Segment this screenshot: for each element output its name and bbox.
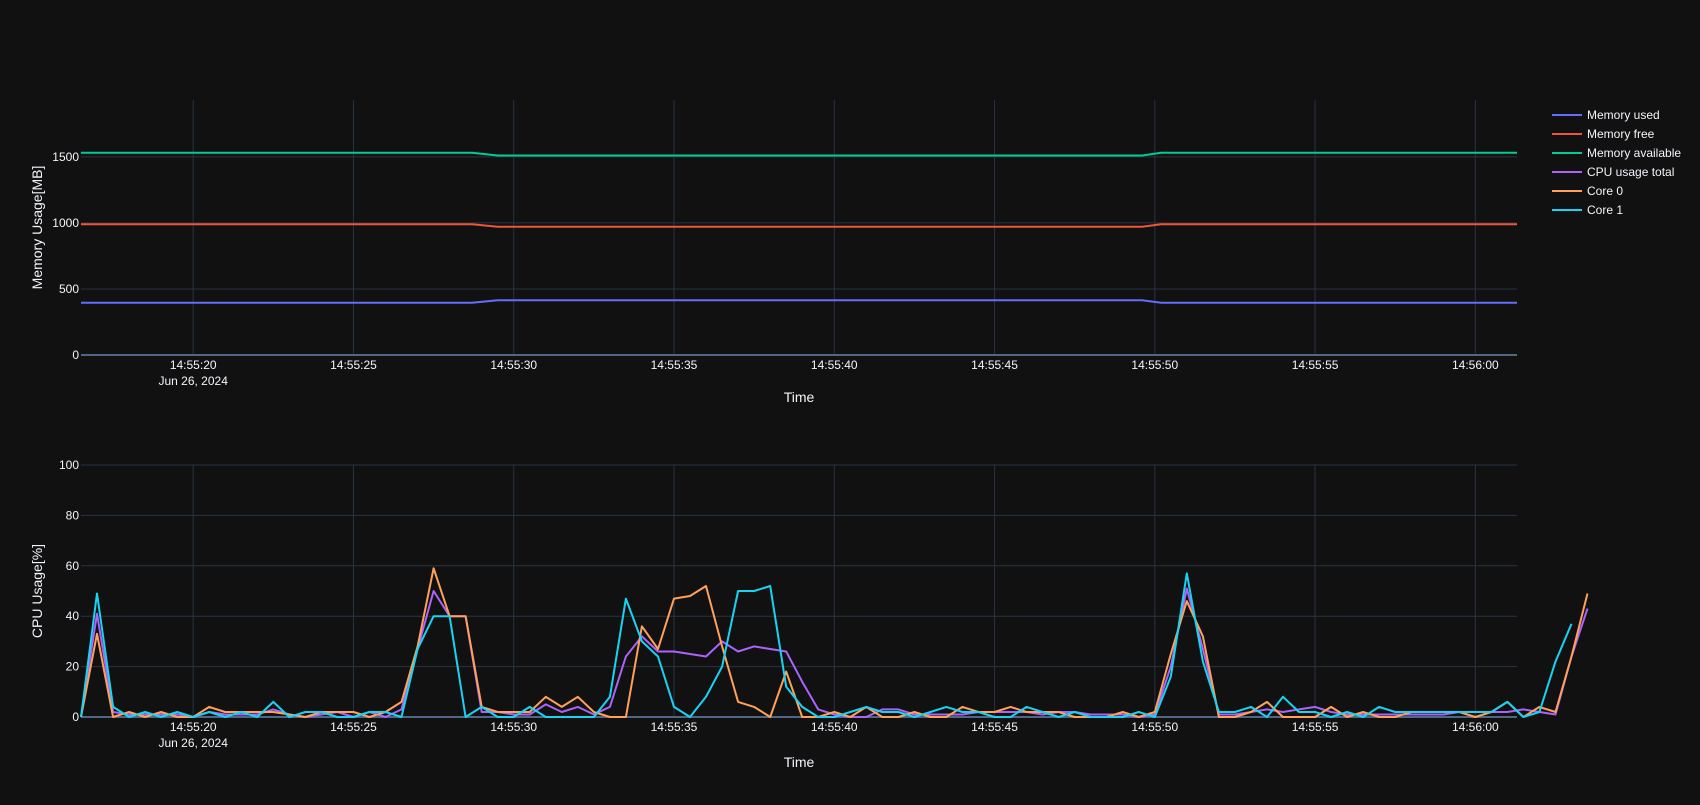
memory-x-date-label: Jun 26, 2024 <box>158 374 228 388</box>
cpu-y-tick-label: 20 <box>66 660 80 674</box>
memory-x-tick-label: 14:55:25 <box>330 358 377 372</box>
cpu-x-tick-label: 14:56:00 <box>1452 720 1499 734</box>
cpu-x-tick-label: 14:55:40 <box>811 720 858 734</box>
memory-series-memory-free <box>81 223 1517 228</box>
memory-x-tick-label: 14:56:00 <box>1452 358 1499 372</box>
cpu-y-tick-label: 60 <box>66 559 80 573</box>
cpu-y-tick-label: 40 <box>66 609 80 623</box>
memory-x-tick-label: 14:55:55 <box>1292 358 1339 372</box>
legend-label-memory-available: Memory available <box>1587 146 1681 160</box>
cpu-y-tick-label: 0 <box>72 710 79 724</box>
cpu-x-tick-label: 14:55:20 <box>170 720 217 734</box>
cpu-y-tick-label: 100 <box>59 458 79 472</box>
cpu-x-tick-label: 14:55:50 <box>1131 720 1178 734</box>
memory-x-tick-label: 14:55:35 <box>651 358 698 372</box>
memory-x-tick-label: 14:55:20 <box>170 358 217 372</box>
memory-x-axis-title: Time <box>784 389 815 405</box>
cpu-series-core-1 <box>80 572 1573 718</box>
legend-label-memory-used: Memory used <box>1587 108 1660 122</box>
legend-label-core-0: Core 0 <box>1587 184 1623 198</box>
cpu-x-tick-label: 14:55:45 <box>971 720 1018 734</box>
memory-y-axis-title: Memory Usage[MB] <box>29 166 45 290</box>
legend-label-cpu-usage-total: CPU usage total <box>1587 165 1674 179</box>
cpu-x-tick-label: 14:55:55 <box>1292 720 1339 734</box>
cpu-x-tick-label: 14:55:35 <box>651 720 698 734</box>
memory-y-tick-label: 500 <box>59 282 79 296</box>
memory-series-memory-used <box>81 299 1517 304</box>
memory-x-tick-label: 14:55:40 <box>811 358 858 372</box>
legend-label-memory-free: Memory free <box>1587 127 1655 141</box>
cpu-x-date-label: Jun 26, 2024 <box>158 736 228 750</box>
memory-y-tick-label: 0 <box>72 348 79 362</box>
memory-y-tick-label: 1000 <box>52 216 79 230</box>
cpu-x-tick-label: 14:55:25 <box>330 720 377 734</box>
cpu-y-axis-title: CPU Usage[%] <box>29 544 45 638</box>
memory-x-tick-label: 14:55:45 <box>971 358 1018 372</box>
cpu-x-tick-label: 14:55:30 <box>490 720 537 734</box>
memory-series-memory-available <box>81 151 1517 157</box>
memory-x-tick-label: 14:55:50 <box>1131 358 1178 372</box>
legend-label-core-1: Core 1 <box>1587 203 1623 217</box>
cpu-y-tick-label: 80 <box>66 508 80 522</box>
memory-x-tick-label: 14:55:30 <box>490 358 537 372</box>
cpu-series-core-0 <box>80 567 1589 718</box>
cpu-x-axis-title: Time <box>784 754 815 770</box>
memory-y-tick-label: 1500 <box>52 150 79 164</box>
